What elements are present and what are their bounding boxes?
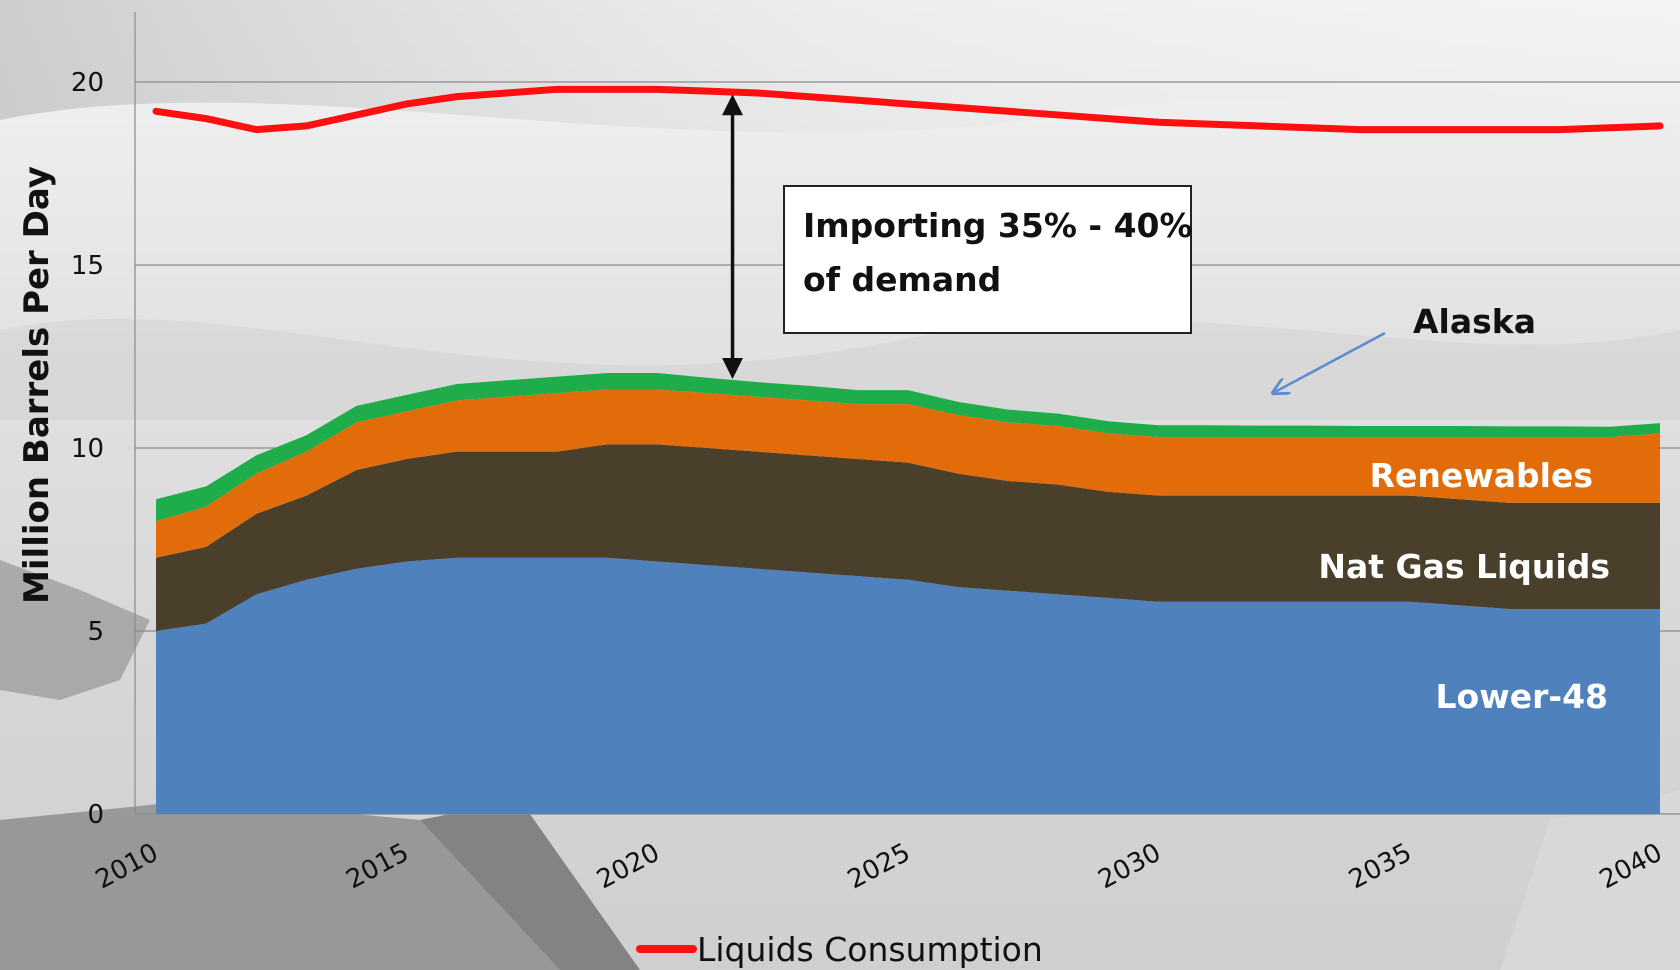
- import-annotation-box: Importing 35% - 40% of demand: [783, 185, 1193, 334]
- y-tick-20: 20: [71, 68, 104, 98]
- alaska-pointer-arrow: [1273, 331, 1386, 393]
- series-label-nat-gas-liquids: Nat Gas Liquids: [1318, 547, 1610, 586]
- consumption-series: [152, 85, 1664, 134]
- legend: Liquids Consumption: [636, 930, 1043, 969]
- area-alaska: [156, 372, 1660, 522]
- import-annotation-line-2: of demand: [803, 260, 1001, 299]
- area-lower-48: [156, 557, 1660, 814]
- y-tick-5: 5: [87, 617, 104, 647]
- y-tick-15: 15: [71, 251, 104, 281]
- series-label-lower-48: Lower-48: [1436, 677, 1608, 716]
- area-renewables: [156, 389, 1660, 558]
- area-nat-gas-liquids: [156, 444, 1660, 631]
- import-annotation-line-1: Importing 35% - 40%: [803, 206, 1193, 245]
- legend-label-liquids-consumption: Liquids Consumption: [697, 930, 1043, 969]
- y-tick-labels: 0 5 10 15 20: [71, 68, 104, 830]
- series-label-alaska: Alaska: [1413, 302, 1536, 341]
- y-tick-0: 0: [87, 800, 104, 830]
- y-axis-label: Million Barrels Per Day: [17, 166, 57, 604]
- stacked-areas: [156, 372, 1660, 814]
- line-liquids-consumption: [152, 85, 1664, 134]
- y-tick-10: 10: [71, 434, 104, 464]
- series-label-renewables: Renewables: [1370, 456, 1593, 495]
